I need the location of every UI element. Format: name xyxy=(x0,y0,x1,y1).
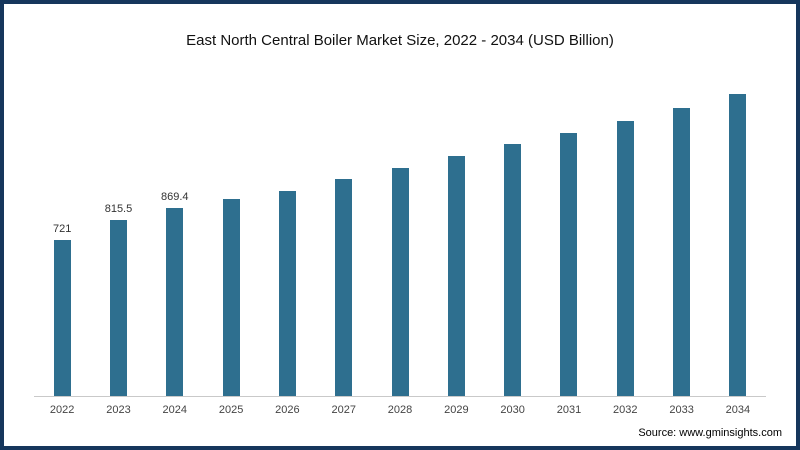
bar-value-label: 869.4 xyxy=(161,191,189,203)
x-axis-tick-label: 2025 xyxy=(218,404,244,416)
bar xyxy=(109,220,127,396)
bar xyxy=(673,108,691,396)
x-axis-tick-label: 2032 xyxy=(613,404,638,416)
x-axis-tick-label: 2026 xyxy=(275,404,300,416)
bar-column xyxy=(259,174,315,396)
bar xyxy=(335,179,353,396)
bar-column xyxy=(710,77,766,396)
bar-column xyxy=(597,104,653,396)
bar-value-label: 721 xyxy=(52,223,72,235)
bar-column xyxy=(653,91,709,396)
bar-column xyxy=(541,116,597,396)
bar-column: 815.5 xyxy=(90,203,146,396)
bar-column xyxy=(428,139,484,396)
bar xyxy=(166,208,184,396)
bar xyxy=(53,240,71,396)
x-axis-tick-label: 2034 xyxy=(725,404,751,416)
bar xyxy=(560,133,578,396)
bar-column: 869.4 xyxy=(147,191,203,396)
bar-column xyxy=(203,182,259,396)
bar xyxy=(391,168,409,396)
bar-column xyxy=(372,151,428,396)
bar-column xyxy=(316,162,372,396)
bar xyxy=(729,94,747,396)
x-axis-tick-label: 2029 xyxy=(444,404,469,416)
x-axis-tick-label: 2022 xyxy=(49,404,75,416)
x-axis-tick-label: 2024 xyxy=(162,404,188,416)
chart-title: East North Central Boiler Market Size, 2… xyxy=(186,32,614,49)
bar xyxy=(278,191,296,396)
bar xyxy=(616,121,634,396)
bar xyxy=(504,144,522,396)
bar-value-label: 815.5 xyxy=(104,203,133,215)
source-credit: Source: www.gminsights.com xyxy=(638,427,782,439)
bar-column xyxy=(485,127,541,396)
x-axis-labels: 2022 2023 2024 2025 2026 2027 2028 2029 2030 2031… xyxy=(34,397,766,416)
bar xyxy=(222,199,240,396)
x-axis-tick-label: 2031 xyxy=(556,404,582,416)
x-axis-tick-label: 2027 xyxy=(331,404,356,416)
plot-area: 721 815.5 869.4 xyxy=(34,76,766,397)
x-axis-tick-label: 2030 xyxy=(500,404,525,416)
x-axis-tick-label: 2028 xyxy=(387,404,413,416)
bar-column: 721 xyxy=(34,223,90,396)
bar xyxy=(447,156,465,396)
x-axis-tick-label: 2023 xyxy=(106,404,131,416)
x-axis-tick-label: 2033 xyxy=(669,404,694,416)
